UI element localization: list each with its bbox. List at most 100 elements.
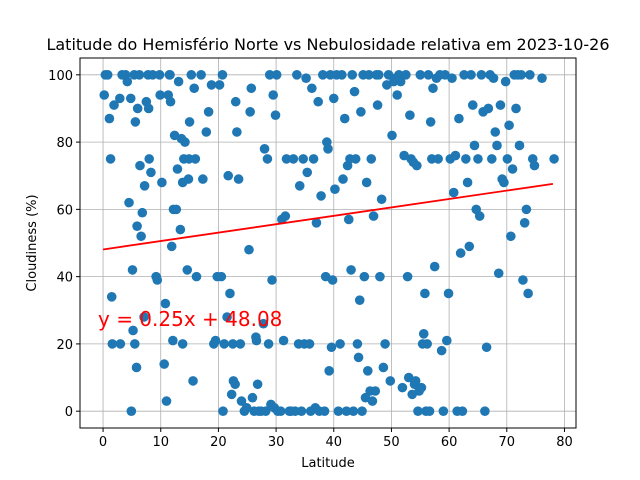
data-point bbox=[225, 288, 235, 299]
data-point bbox=[549, 154, 559, 164]
data-point bbox=[348, 406, 359, 416]
data-point bbox=[130, 117, 141, 127]
data-point bbox=[490, 127, 501, 137]
data-point bbox=[442, 335, 452, 346]
data-point bbox=[106, 292, 117, 302]
data-point bbox=[214, 80, 225, 90]
data-point bbox=[402, 271, 413, 282]
data-point bbox=[302, 167, 313, 178]
data-point bbox=[338, 174, 348, 184]
data-point bbox=[246, 83, 257, 94]
data-point bbox=[413, 406, 423, 416]
data-point bbox=[464, 241, 475, 252]
axes: 0 10 20 30 40 50 60 70 80 0 20 40 60 80 100 bbox=[48, 57, 577, 450]
data-point bbox=[296, 406, 307, 416]
data-point bbox=[506, 231, 516, 242]
data-point bbox=[183, 174, 194, 184]
data-point bbox=[467, 100, 478, 110]
x-tick-label: 20 bbox=[210, 435, 227, 450]
data-point bbox=[139, 181, 150, 191]
data-point bbox=[189, 83, 199, 94]
data-points bbox=[99, 70, 559, 416]
data-point bbox=[262, 154, 273, 164]
data-point bbox=[219, 339, 229, 349]
x-tick-label: 50 bbox=[383, 435, 400, 450]
y-tick-label: 40 bbox=[56, 271, 73, 286]
data-point bbox=[480, 406, 490, 416]
data-point bbox=[137, 207, 148, 218]
data-point bbox=[366, 154, 377, 164]
data-point bbox=[125, 93, 136, 104]
data-point bbox=[516, 70, 527, 80]
data-point bbox=[109, 100, 119, 110]
data-point bbox=[420, 288, 430, 299]
data-point bbox=[455, 248, 466, 258]
data-point bbox=[127, 265, 138, 275]
data-point bbox=[165, 70, 175, 80]
data-point bbox=[206, 80, 217, 90]
data-point bbox=[139, 312, 149, 322]
data-point bbox=[308, 154, 319, 164]
data-point bbox=[233, 174, 244, 184]
data-point bbox=[466, 70, 476, 80]
data-point bbox=[230, 96, 241, 107]
data-point bbox=[405, 110, 415, 120]
data-point bbox=[337, 70, 347, 80]
y-axis-label: Cloudiness (%) bbox=[25, 194, 40, 291]
data-point bbox=[228, 339, 238, 349]
data-point bbox=[319, 406, 330, 416]
data-point bbox=[155, 90, 165, 100]
data-point bbox=[380, 339, 390, 349]
data-point bbox=[323, 144, 333, 154]
data-point bbox=[486, 154, 497, 164]
data-point bbox=[210, 335, 221, 346]
data-point bbox=[159, 359, 170, 369]
data-point bbox=[347, 70, 358, 80]
x-tick-label: 0 bbox=[99, 435, 107, 450]
data-point bbox=[328, 93, 339, 104]
plot-frame bbox=[79, 57, 577, 429]
data-point bbox=[316, 191, 326, 201]
data-point bbox=[507, 164, 518, 174]
data-point bbox=[311, 218, 322, 228]
data-point bbox=[313, 96, 323, 107]
data-point bbox=[191, 271, 202, 282]
data-point bbox=[154, 70, 165, 80]
data-point bbox=[368, 211, 379, 221]
data-point bbox=[292, 70, 302, 80]
data-point bbox=[326, 342, 337, 353]
data-point bbox=[223, 170, 234, 181]
data-point bbox=[529, 160, 540, 171]
data-point bbox=[166, 241, 177, 252]
x-tick-label: 30 bbox=[268, 435, 285, 450]
data-point bbox=[146, 167, 156, 178]
data-point bbox=[367, 396, 378, 406]
data-point bbox=[424, 406, 435, 416]
x-tick-label: 80 bbox=[556, 435, 573, 450]
data-point bbox=[459, 70, 469, 80]
data-point bbox=[392, 90, 403, 100]
data-point bbox=[428, 83, 438, 94]
data-point bbox=[500, 76, 511, 87]
data-point bbox=[488, 73, 499, 83]
data-point bbox=[251, 335, 262, 346]
data-point bbox=[418, 329, 429, 339]
data-point bbox=[318, 70, 328, 80]
data-point bbox=[376, 194, 387, 205]
data-point bbox=[387, 130, 397, 141]
data-point bbox=[410, 376, 421, 386]
data-point bbox=[124, 197, 134, 208]
data-point bbox=[461, 154, 471, 164]
data-point bbox=[161, 396, 172, 406]
data-point bbox=[324, 366, 334, 376]
data-point bbox=[443, 288, 454, 299]
data-point bbox=[429, 261, 440, 272]
data-point bbox=[136, 231, 146, 242]
data-point bbox=[115, 339, 126, 349]
data-point bbox=[378, 362, 389, 373]
data-point bbox=[99, 90, 110, 100]
data-point bbox=[263, 339, 274, 349]
data-point bbox=[354, 295, 365, 305]
data-point bbox=[147, 70, 158, 80]
